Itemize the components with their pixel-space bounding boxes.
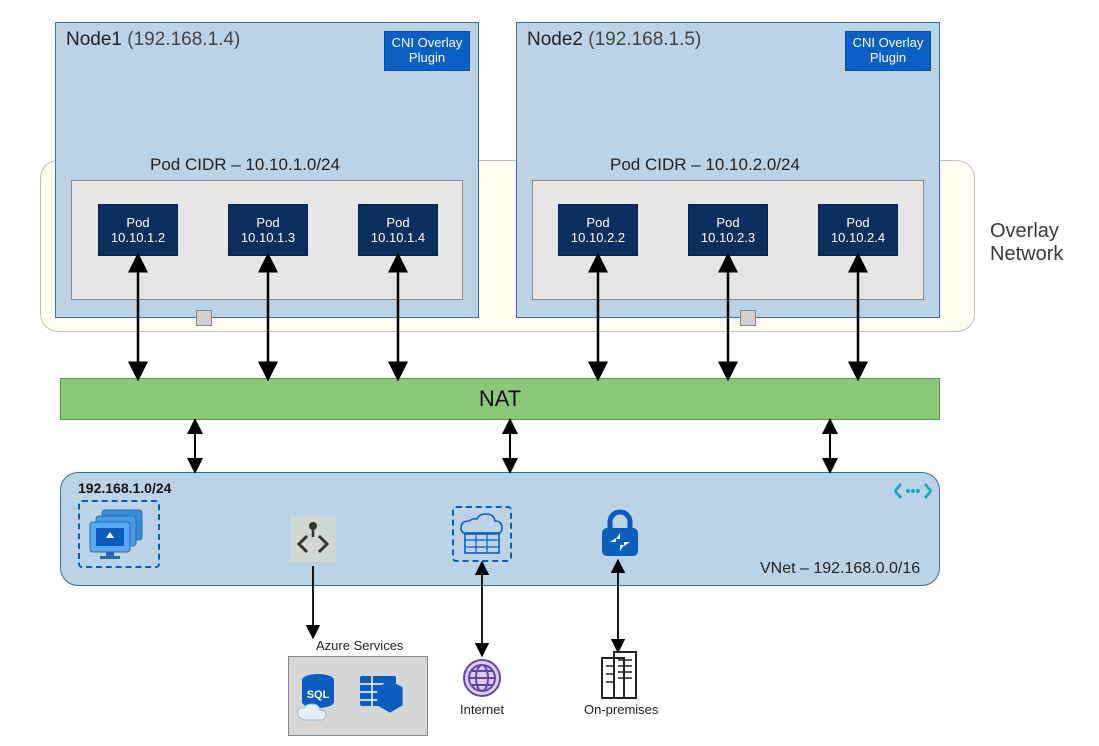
node-2-title: Node2 (192.168.1.5)	[527, 29, 701, 51]
nat-bar: NAT	[60, 378, 940, 420]
storage-cloud-icon	[457, 511, 507, 557]
pod-label: Pod	[386, 215, 409, 230]
service-endpoint-icon	[290, 516, 336, 562]
pod-ip: 10.10.2.2	[571, 230, 625, 245]
vnet-label: VNet – 192.168.0.0/16	[760, 560, 920, 578]
svg-text:SQL: SQL	[307, 689, 330, 701]
node-1-pod-cidr: Pod CIDR – 10.10.1.0/24	[150, 155, 340, 175]
cni-badge-1: CNI Overlay Plugin	[384, 31, 470, 71]
pod-ip: 10.10.1.4	[371, 230, 425, 245]
overlay-network-label: Overlay Network	[990, 220, 1085, 266]
storage-account-icon	[358, 668, 414, 724]
pod-ip: 10.10.1.2	[111, 230, 165, 245]
node-1-name: Node1	[66, 29, 122, 50]
vm-scale-set-icon	[88, 508, 150, 560]
pod-1-2: Pod 10.10.1.3	[228, 204, 308, 256]
node-2-name: Node2	[527, 29, 583, 50]
node-1-title: Node1 (192.168.1.4)	[66, 29, 240, 51]
onpremises-icon	[594, 650, 642, 702]
cni-badge-2: CNI Overlay Plugin	[845, 31, 931, 71]
pod-1-3: Pod 10.10.1.4	[358, 204, 438, 256]
pod-2-1: Pod 10.10.2.2	[558, 204, 638, 256]
pod-1-1: Pod 10.10.1.2	[98, 204, 178, 256]
pod-ip: 10.10.2.4	[831, 230, 885, 245]
nat-label: NAT	[479, 386, 521, 412]
azure-services-label: Azure Services	[316, 638, 403, 653]
internet-label: Internet	[460, 702, 504, 717]
pod-label: Pod	[126, 215, 149, 230]
vpn-gateway-icon	[596, 508, 644, 560]
vnet-peering-icon	[894, 480, 932, 502]
pod-label: Pod	[846, 215, 869, 230]
pod-2-3: Pod 10.10.2.4	[818, 204, 898, 256]
onpremises-label: On-premises	[584, 702, 658, 717]
sql-db-icon: SQL	[296, 668, 352, 724]
internet-icon	[460, 656, 504, 700]
vnet-subnet-cidr: 192.168.1.0/24	[78, 480, 171, 496]
pod-label: Pod	[256, 215, 279, 230]
node-1-handle	[196, 310, 212, 326]
pod-label: Pod	[716, 215, 739, 230]
pod-label: Pod	[586, 215, 609, 230]
pod-ip: 10.10.2.3	[701, 230, 755, 245]
node-2-handle	[740, 310, 756, 326]
pod-ip: 10.10.1.3	[241, 230, 295, 245]
diagram-canvas: Overlay Network Node1 (192.168.1.4) CNI …	[0, 0, 1099, 746]
node-2-pod-cidr: Pod CIDR – 10.10.2.0/24	[610, 155, 800, 175]
node-1-ip: (192.168.1.4)	[127, 29, 240, 50]
pod-2-2: Pod 10.10.2.3	[688, 204, 768, 256]
node-2-ip: (192.168.1.5)	[588, 29, 701, 50]
